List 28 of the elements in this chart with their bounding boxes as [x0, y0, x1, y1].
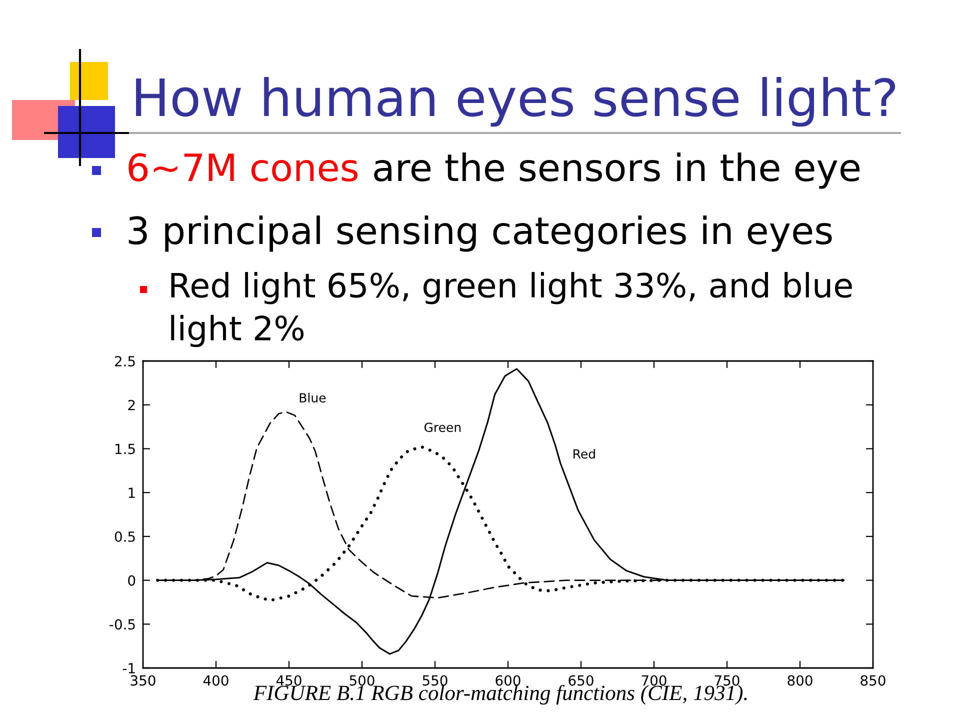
text: 6~7M cones	[128, 153, 358, 182]
y-tick-label: -1	[122, 663, 135, 674]
y-tick-label: 1.5	[115, 444, 135, 454]
text: are the sensors in the eye	[374, 152, 860, 189]
x-tick-label: 550	[422, 675, 448, 686]
x-tick-label: 800	[788, 675, 812, 686]
x-tick-label: 400	[203, 675, 228, 686]
y-tick-label: -0.5	[110, 619, 135, 630]
y-tick-label: 1	[128, 488, 135, 498]
x-tick-label: 600	[496, 675, 520, 686]
x-tick-label: 750	[714, 675, 740, 686]
x-tick-label: 500	[350, 675, 374, 686]
y-tick-label: 2.5	[114, 356, 135, 366]
y-tick-label: 0	[128, 575, 136, 586]
x-tick-label: 350	[130, 675, 156, 686]
x-tick-label: 650	[568, 675, 594, 686]
text: Red light 65%, green light 33%, and blue light 2%	[171, 272, 852, 348]
y-tick-label: 0.5	[114, 531, 135, 542]
x-tick-label: 700	[642, 675, 666, 686]
series-label: Green	[424, 422, 461, 432]
x-tick-label: 850	[860, 675, 886, 686]
text: FIGURE B.1 RGB color-matching functions (CIE, 1931).	[253, 684, 747, 705]
chart-title: How human eyes sense light?	[136, 76, 896, 127]
text: 3 principal sensing categories in eyes	[128, 216, 832, 252]
y-tick-label: 2	[128, 400, 135, 410]
series-label: Red	[574, 448, 595, 459]
x-tick-label: 450	[276, 675, 302, 686]
series-label: Blue	[300, 392, 326, 403]
